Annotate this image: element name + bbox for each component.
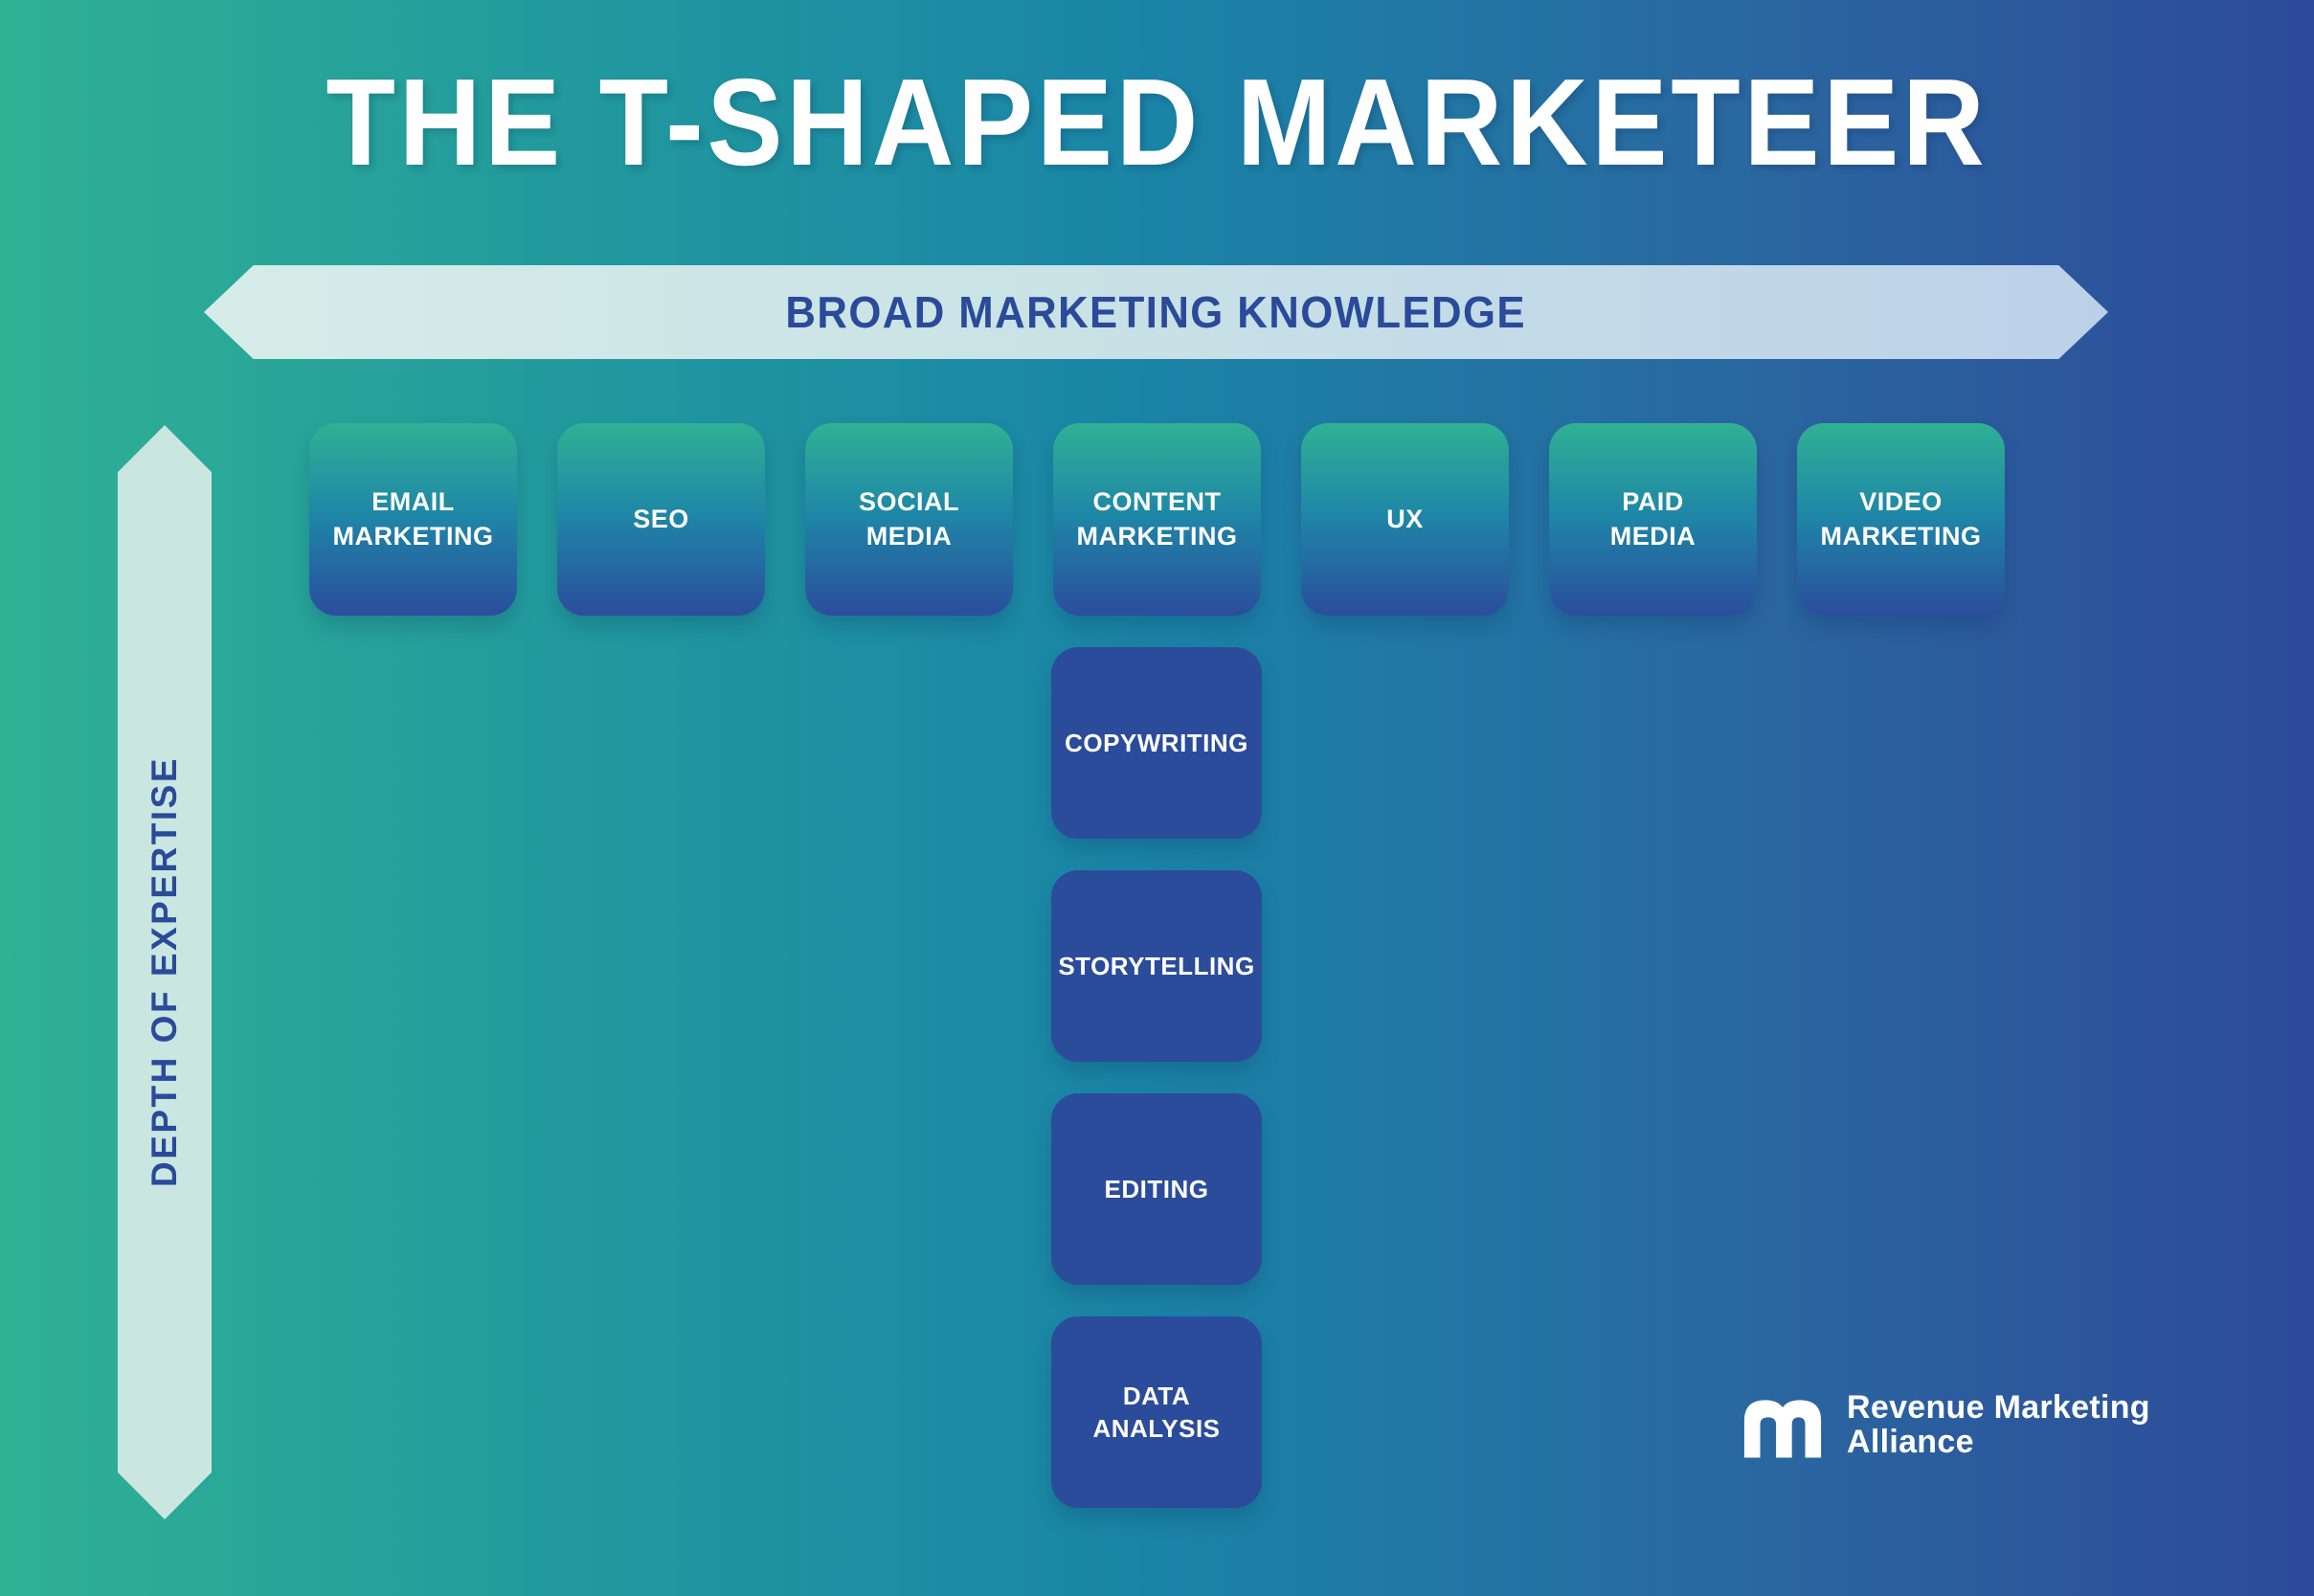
broad-skill-box-video-marketing: VIDEO MARKETING: [1797, 423, 2005, 616]
broad-skill-box-seo: SEO: [557, 423, 765, 616]
depth-expertise-arrow: DEPTH OF EXPERTISE: [118, 425, 212, 1519]
broad-skill-label: SEO: [633, 504, 689, 533]
broad-skill-label: CONTENT MARKETING: [1076, 486, 1238, 551]
broad-knowledge-arrow: BROAD MARKETING KNOWLEDGE: [204, 265, 2108, 359]
broad-skill-label: SOCIAL MEDIA: [858, 486, 959, 551]
broad-skill-box-content-marketing: CONTENT MARKETING: [1053, 423, 1261, 616]
broad-skills-row: EMAIL MARKETING SEO SOCIAL MEDIA CONTENT…: [309, 423, 2005, 616]
broad-skill-label: UX: [1386, 504, 1424, 533]
broad-knowledge-label: BROAD MARKETING KNOWLEDGE: [785, 287, 1527, 337]
depth-skill-label: STORYTELLING: [1058, 951, 1255, 980]
depth-expertise-label: DEPTH OF EXPERTISE: [145, 756, 184, 1188]
depth-skill-box-copywriting: COPYWRITING: [1051, 647, 1262, 839]
page-title: THE T-SHAPED MARKETEER: [326, 54, 1988, 191]
broad-skill-box-ux: UX: [1301, 423, 1509, 616]
depth-skill-label: DATA ANALYSIS: [1092, 1381, 1221, 1443]
depth-skill-label: COPYWRITING: [1065, 728, 1248, 757]
logo-text-line2: Alliance: [1847, 1424, 1974, 1460]
broad-skill-label: PAID MEDIA: [1609, 486, 1696, 551]
depth-skills-column: COPYWRITING STORYTELLING EDITING DATA AN…: [1051, 647, 1262, 1508]
logo-text: Revenue Marketing Alliance: [1847, 1390, 2150, 1459]
broad-skill-box-email-marketing: EMAIL MARKETING: [309, 423, 517, 616]
depth-skill-box-data-analysis: DATA ANALYSIS: [1051, 1316, 1262, 1508]
depth-skill-box-storytelling: STORYTELLING: [1051, 870, 1262, 1062]
broad-skill-label: EMAIL MARKETING: [332, 486, 494, 551]
rma-monogram-icon: [1743, 1400, 1822, 1458]
broad-skill-box-paid-media: PAID MEDIA: [1549, 423, 1757, 616]
logo: Revenue Marketing Alliance: [1738, 1390, 2150, 1459]
depth-skill-label: EDITING: [1104, 1174, 1209, 1203]
logo-text-line1: Revenue Marketing: [1847, 1389, 2150, 1426]
depth-skill-box-editing: EDITING: [1051, 1093, 1262, 1285]
broad-skill-label: VIDEO MARKETING: [1820, 486, 1982, 551]
broad-skill-box-social-media: SOCIAL MEDIA: [805, 423, 1013, 616]
